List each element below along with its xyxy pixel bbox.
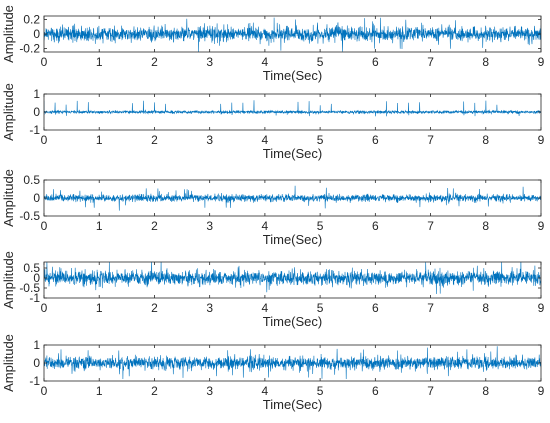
x-tick-label: 4 [262,219,269,233]
x-axis-label: Time(Sec) [263,232,322,247]
x-tick-label: 1 [96,55,103,69]
x-tick-label: 9 [538,219,545,233]
x-tick-label: 9 [538,301,545,315]
x-tick-label: 0 [41,219,48,233]
x-tick-label: 3 [206,219,213,233]
x-axis-label: Time(Sec) [263,314,322,329]
x-tick-label: 2 [151,384,158,398]
x-tick-label: 3 [206,301,213,315]
x-tick-label: 2 [151,301,158,315]
y-tick-label: 0 [33,191,40,205]
y-tick-label: -1 [29,374,40,388]
signal-trace [44,262,541,295]
signal-trace [44,100,541,117]
x-tick-label: 3 [206,55,213,69]
x-tick-label: 0 [41,301,48,315]
x-tick-label: 4 [262,55,269,69]
x-tick-label: 3 [206,384,213,398]
x-tick-label: 1 [96,301,103,315]
x-tick-label: 8 [482,384,489,398]
x-tick-label: 0 [41,384,48,398]
x-tick-label: 2 [151,219,158,233]
x-tick-label: 9 [538,55,545,69]
x-axis-label: Time(Sec) [263,146,322,161]
x-tick-label: 5 [317,55,324,69]
x-tick-label: 1 [96,219,103,233]
y-axis-label: Amplitude [1,251,16,309]
x-tick-label: 5 [317,384,324,398]
x-tick-label: 4 [262,133,269,147]
signal-trace [44,185,541,211]
x-tick-label: 5 [317,301,324,315]
x-tick-label: 5 [317,219,324,233]
x-tick-label: 7 [427,219,434,233]
x-tick-label: 7 [427,384,434,398]
y-tick-label: 0.2 [23,13,40,27]
x-axis-label: Time(Sec) [263,68,322,83]
x-tick-label: 7 [427,301,434,315]
y-axis-label: Amplitude [1,83,16,141]
x-tick-label: 1 [96,384,103,398]
x-tick-label: 8 [482,301,489,315]
y-tick-label: -0.2 [19,41,40,55]
y-tick-label: 0 [33,27,40,41]
signal-trace [44,17,541,52]
x-tick-label: 2 [151,55,158,69]
x-tick-label: 8 [482,133,489,147]
x-tick-label: 6 [372,219,379,233]
x-axis-label: Time(Sec) [263,397,322,412]
x-tick-label: 6 [372,384,379,398]
x-tick-label: 8 [482,219,489,233]
signal-trace [44,346,541,380]
y-tick-label: 0 [33,356,40,370]
y-tick-label: 0.5 [23,261,40,275]
x-tick-label: 0 [41,133,48,147]
y-axis-label: Amplitude [1,334,16,392]
x-tick-label: 0 [41,55,48,69]
y-tick-label: -1 [29,123,40,137]
x-tick-label: 5 [317,133,324,147]
x-tick-label: 4 [262,384,269,398]
x-tick-label: 6 [372,301,379,315]
y-tick-label: 0 [33,105,40,119]
y-tick-label: -0.5 [19,281,40,295]
x-tick-label: 4 [262,301,269,315]
y-tick-label: 1 [33,338,40,352]
y-tick-label: -1 [29,291,40,305]
y-tick-label: 1 [33,87,40,101]
y-axis-label: Amplitude [1,5,16,63]
x-tick-label: 9 [538,384,545,398]
y-tick-label: 0 [33,271,40,285]
plot-frame [43,261,542,299]
x-tick-label: 2 [151,133,158,147]
x-tick-label: 1 [96,133,103,147]
y-tick-label: 0.5 [23,173,40,187]
x-tick-label: 6 [372,133,379,147]
x-tick-label: 8 [482,55,489,69]
x-tick-label: 6 [372,55,379,69]
x-tick-label: 3 [206,133,213,147]
y-axis-label: Amplitude [1,169,16,227]
x-tick-label: 7 [427,55,434,69]
x-tick-label: 9 [538,133,545,147]
x-tick-label: 7 [427,133,434,147]
y-tick-label: -0.5 [19,209,40,223]
